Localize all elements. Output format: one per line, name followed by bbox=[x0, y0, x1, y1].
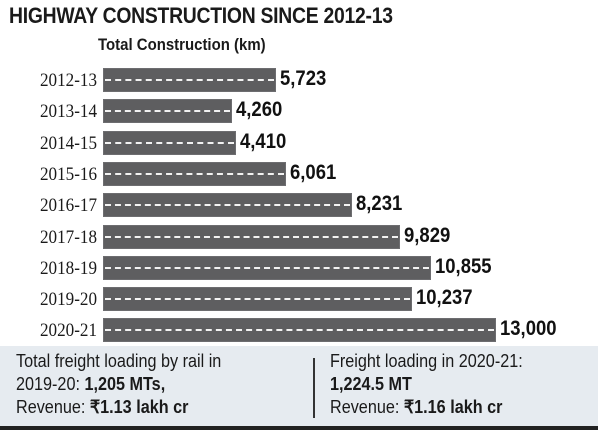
footer-right-note: Freight loading in 2020-21: 1,224.5 MT R… bbox=[330, 350, 523, 419]
value-label: 5,723 bbox=[280, 67, 327, 90]
bar-row: 2016-17 8,231 bbox=[0, 191, 600, 219]
footer-right-line3: Revenue: ₹1.16 lakh cr bbox=[330, 396, 523, 419]
footer-left-line3-value: ₹1.13 lakh cr bbox=[89, 397, 189, 417]
value-label: 10,855 bbox=[435, 254, 492, 278]
road-bar bbox=[103, 68, 276, 92]
lane-marking bbox=[105, 329, 494, 332]
category-label: 2017-18 bbox=[40, 226, 97, 248]
category-label: 2016-17 bbox=[40, 195, 97, 217]
category-label: 2018-19 bbox=[40, 257, 97, 279]
footer-right-line2-value: 1,224.5 MT bbox=[330, 374, 412, 394]
bar-row: 2017-18 9,829 bbox=[0, 223, 600, 251]
footer-divider bbox=[313, 358, 315, 418]
footer-left-line2-prefix: 2019-20: bbox=[16, 374, 85, 394]
lane-marking bbox=[105, 298, 410, 301]
footer-right-line3-prefix: Revenue: bbox=[330, 397, 404, 417]
footer-left-line3-prefix: Revenue: bbox=[16, 397, 90, 417]
value-label: 4,260 bbox=[236, 98, 283, 122]
value-label: 8,231 bbox=[356, 192, 403, 216]
road-bar bbox=[103, 99, 232, 124]
footer-left-line2-value: 1,205 MTs, bbox=[84, 374, 166, 394]
lane-marking bbox=[105, 79, 274, 81]
value-label: 9,829 bbox=[404, 223, 451, 247]
bar-row: 2020-21 13,000 bbox=[0, 316, 600, 344]
bar-row: 2012-13 5,723 bbox=[0, 66, 600, 94]
value-label: 13,000 bbox=[500, 317, 557, 341]
footer-right-line3-value: ₹1.16 lakh cr bbox=[403, 397, 503, 417]
chart-subtitle: Total Construction (km) bbox=[98, 35, 266, 54]
road-bar bbox=[103, 318, 496, 343]
bar-row: 2014-15 4,410 bbox=[0, 129, 600, 157]
road-bar bbox=[103, 287, 412, 312]
road-bar bbox=[103, 224, 400, 249]
footer-left-line2: 2019-20: 1,205 MTs, bbox=[16, 373, 221, 396]
bar-row: 2015-16 6,061 bbox=[0, 160, 600, 188]
road-bar bbox=[103, 161, 286, 186]
category-label: 2019-20 bbox=[40, 289, 97, 311]
value-label: 4,410 bbox=[240, 129, 287, 153]
value-label: 6,061 bbox=[290, 160, 337, 184]
bar-row: 2013-14 4,260 bbox=[0, 97, 600, 125]
category-label: 2012-13 bbox=[40, 70, 97, 91]
lane-marking bbox=[105, 266, 429, 269]
footer-right-line1: Freight loading in 2020-21: bbox=[330, 351, 523, 371]
footer-left-line1: Total freight loading by rail in bbox=[16, 351, 222, 371]
value-label: 10,237 bbox=[416, 286, 473, 310]
footer-left-note: Total freight loading by rail in 2019-20… bbox=[16, 350, 221, 419]
lane-marking bbox=[105, 235, 398, 238]
category-label: 2014-15 bbox=[40, 132, 97, 154]
road-bar bbox=[103, 193, 352, 218]
footer-left-line3: Revenue: ₹1.13 lakh cr bbox=[16, 396, 221, 419]
lane-marking bbox=[105, 141, 234, 144]
lane-marking bbox=[105, 172, 284, 175]
category-label: 2020-21 bbox=[40, 320, 97, 342]
lane-marking bbox=[105, 204, 350, 207]
footer-panel: Total freight loading by rail in 2019-20… bbox=[0, 346, 598, 430]
road-bar bbox=[103, 255, 431, 280]
footer-right-line2: 1,224.5 MT bbox=[330, 373, 523, 396]
category-label: 2013-14 bbox=[40, 101, 97, 123]
chart-title: HIGHWAY CONSTRUCTION SINCE 2012-13 bbox=[9, 3, 393, 28]
lane-marking bbox=[105, 110, 230, 113]
category-label: 2015-16 bbox=[40, 163, 97, 185]
bar-row: 2019-20 10,237 bbox=[0, 285, 600, 313]
bar-row: 2018-19 10,855 bbox=[0, 254, 600, 282]
road-bar bbox=[103, 130, 236, 155]
